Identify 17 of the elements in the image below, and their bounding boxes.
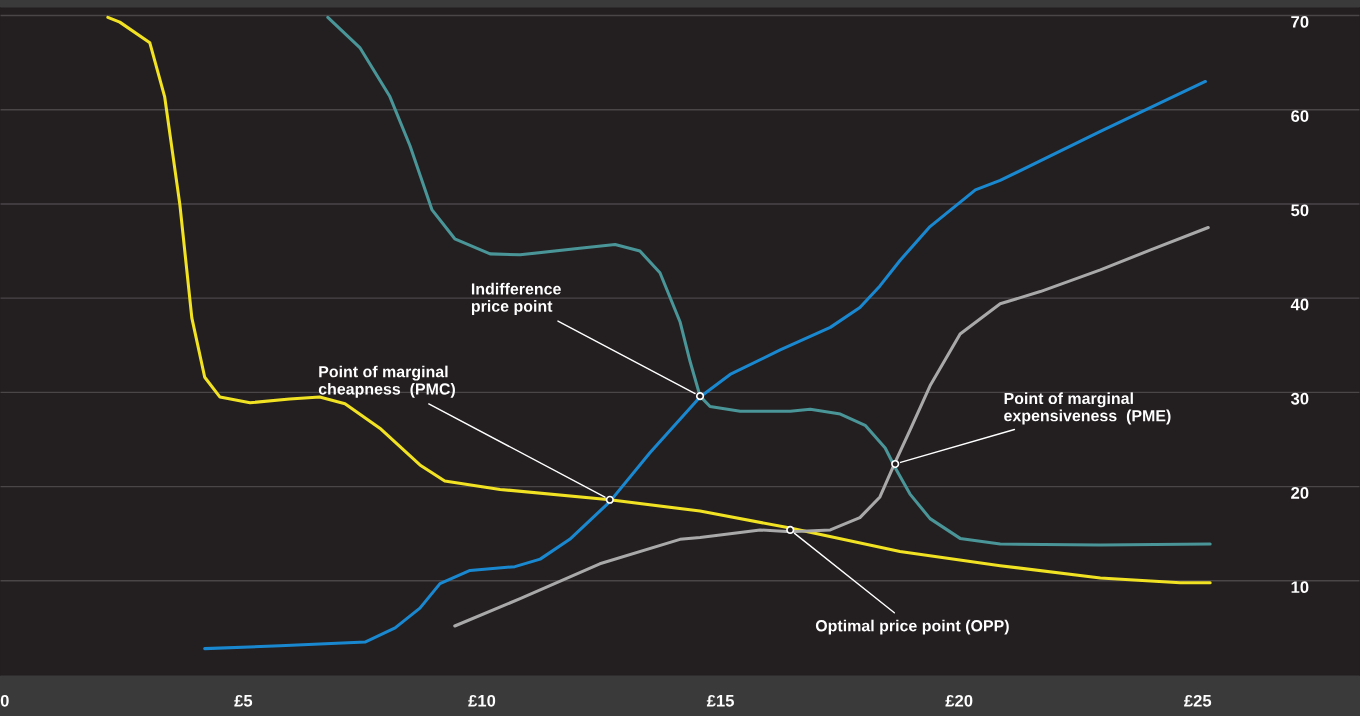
y-tick-label: 60 <box>1291 110 1309 122</box>
annotation: Indifference price point <box>471 282 561 315</box>
y-tick-label: 20 <box>1291 487 1309 499</box>
annotation: Point of marginal cheapness (PMC) <box>318 365 455 398</box>
x-tick-label: £20 <box>945 694 973 707</box>
x-tick-label: £10 <box>468 694 496 707</box>
x-tick-label: 0 <box>0 694 9 707</box>
annotation: Point of marginal expensiveness (PME) <box>1004 392 1171 425</box>
y-tick-label: 30 <box>1290 392 1309 405</box>
y-tick-label: 40 <box>1290 298 1309 311</box>
x-tick-label: £5 <box>234 694 253 707</box>
y-tick-label: 70 <box>1291 15 1309 28</box>
y-tick-label: 50 <box>1291 204 1309 217</box>
y-tick-label: 10 <box>1291 581 1309 594</box>
x-tick-label: £15 <box>706 694 734 707</box>
annotation: Optimal price point (OPP) <box>815 619 1009 635</box>
x-tick-label: £25 <box>1184 694 1212 707</box>
